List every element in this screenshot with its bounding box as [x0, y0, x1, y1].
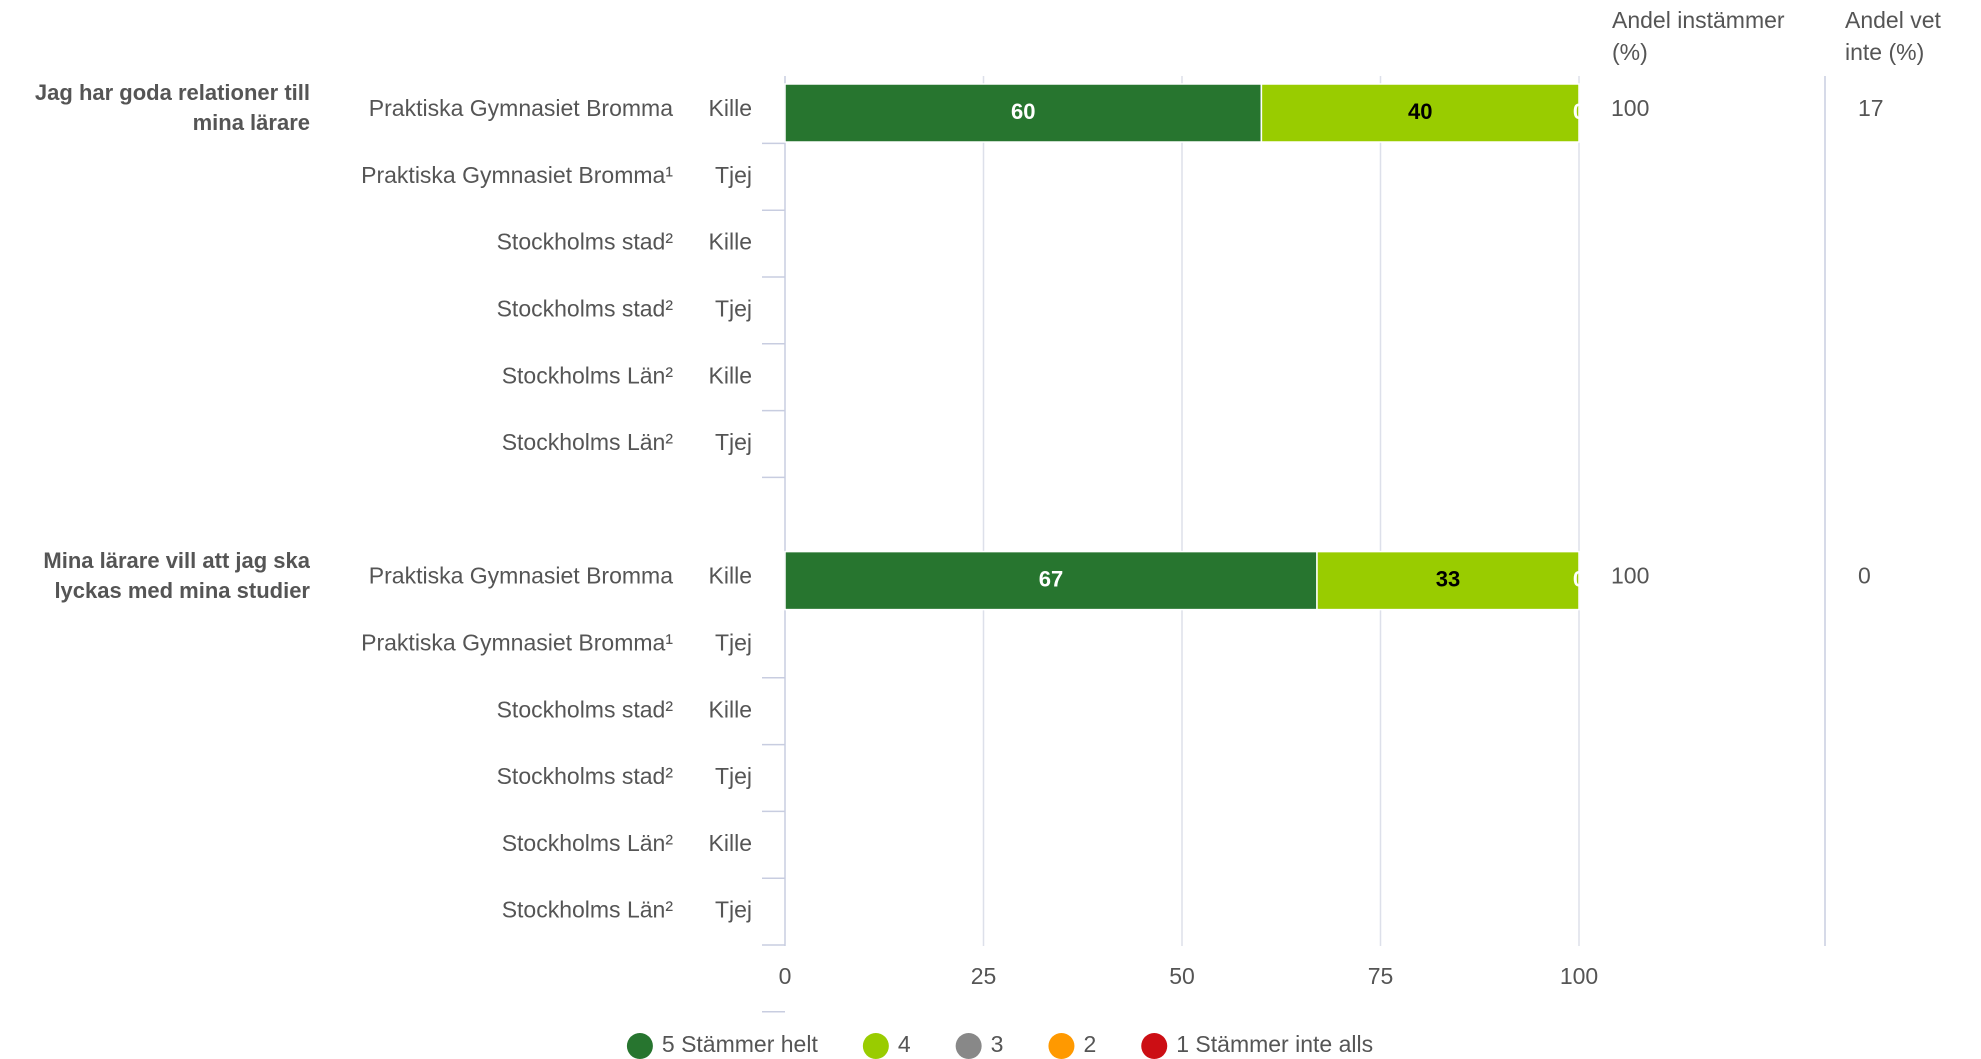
category-label: Stockholms Län² — [502, 830, 674, 856]
group-label: Mina lärare vill att jag ska lyckas med … — [43, 547, 310, 603]
legend-marker — [955, 1033, 982, 1059]
legend-item: 1 Stämmer inte alls — [1141, 1031, 1373, 1059]
legend-marker — [626, 1033, 653, 1059]
legend-label: 4 — [898, 1031, 911, 1057]
legend-label: 1 Stämmer inte alls — [1176, 1031, 1373, 1057]
category-label: Stockholms Län² — [502, 429, 674, 455]
group-label-box: Jag har goda relationer till mina lärare — [34, 80, 310, 135]
x-tick-label: 50 — [1169, 963, 1195, 989]
category-label: Stockholms stad² — [497, 295, 674, 321]
category-label: Stockholms Län² — [502, 897, 674, 923]
category-label: Praktiska Gymnasiet Bromma¹ — [361, 162, 673, 188]
category-label: Stockholms stad² — [497, 229, 674, 255]
category-label: Praktiska Gymnasiet Bromma — [369, 563, 673, 589]
subcategory-label: Tjej — [715, 162, 752, 188]
column-header: Andel vet inte (%) — [1845, 7, 1941, 65]
legend-marker — [1048, 1033, 1075, 1059]
subcategory-label: Kille — [709, 95, 752, 121]
subcategory-label: Kille — [709, 229, 752, 255]
bar-segment — [784, 83, 1263, 143]
subcategory-label: Kille — [709, 563, 752, 589]
legend-label: 2 — [1083, 1031, 1096, 1057]
legend-item: 3 — [955, 1031, 1004, 1059]
category-label: Praktiska Gymnasiet Bromma¹ — [361, 629, 673, 655]
legend-label: 3 — [991, 1031, 1004, 1057]
legend-item: 2 — [1048, 1031, 1096, 1059]
data-label: 40 — [1408, 99, 1432, 124]
subcategory-label: Tjej — [715, 629, 752, 655]
group-label: Jag har goda relationer till mina lärare — [34, 80, 310, 135]
column-header-box: Andel instämmer (%) — [1612, 7, 1785, 65]
subcategory-label: Kille — [709, 696, 752, 722]
data-label: 33 — [1436, 566, 1460, 591]
column-value: 100 — [1611, 563, 1649, 589]
x-tick-label: 0 — [779, 963, 792, 989]
column-value: 0 — [1858, 563, 1871, 589]
data-label: 0 — [1573, 566, 1585, 591]
subcategory-label: Kille — [709, 830, 752, 856]
legend-marker — [1141, 1033, 1168, 1059]
bar-segment — [784, 550, 1318, 611]
subcategory-label: Kille — [709, 362, 752, 388]
category-label: Praktiska Gymnasiet Bromma — [369, 95, 673, 121]
data-label: 60 — [1011, 99, 1035, 124]
bar-segment — [1316, 550, 1580, 611]
category-label: Stockholms Län² — [502, 362, 674, 388]
column-header: Andel instämmer (%) — [1612, 7, 1785, 65]
column-value: 100 — [1611, 95, 1649, 121]
legend-item: 4 — [862, 1031, 911, 1059]
subcategory-label: Tjej — [715, 429, 752, 455]
legend-label: 5 Stämmer helt — [662, 1031, 819, 1057]
category-label: Stockholms stad² — [497, 763, 674, 789]
group-label-box: Mina lärare vill att jag ska lyckas med … — [43, 547, 310, 603]
legend-item: 5 Stämmer helt — [626, 1031, 819, 1059]
column-value: 17 — [1858, 95, 1884, 121]
subcategory-label: Tjej — [715, 763, 752, 789]
category-label: Stockholms stad² — [497, 696, 674, 722]
x-tick-label: 100 — [1560, 963, 1598, 989]
x-tick-label: 25 — [971, 963, 997, 989]
subcategory-label: Tjej — [715, 897, 752, 923]
subcategory-label: Tjej — [715, 295, 752, 321]
x-tick-label: 75 — [1368, 963, 1394, 989]
data-label: 67 — [1039, 566, 1063, 591]
column-header-box: Andel vet inte (%) — [1845, 7, 1941, 65]
legend-marker — [862, 1033, 889, 1059]
bar-segment — [1260, 83, 1580, 143]
data-label: 0 — [1573, 99, 1585, 124]
